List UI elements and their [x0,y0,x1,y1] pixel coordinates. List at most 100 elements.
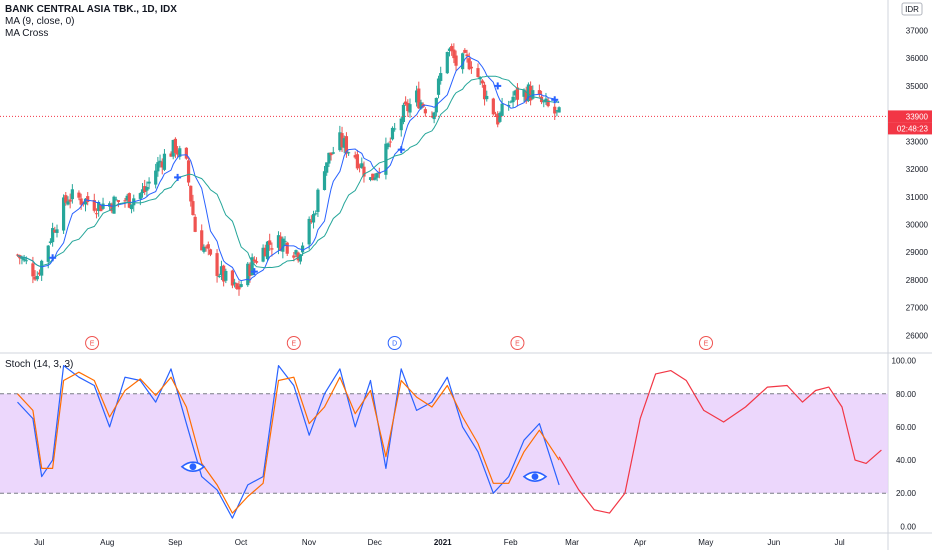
candle-body [112,196,116,214]
ma-indicator-label[interactable]: MA (9, close, 0) [5,16,75,27]
candle-body [254,261,259,263]
candle-body [224,270,228,281]
candle-body [33,276,37,280]
candle-body [511,96,515,103]
eye-icon-pupil [531,473,539,481]
stoch-tick-label: 80.00 [896,390,917,399]
candle-body [393,128,397,130]
candle-body [101,203,105,209]
candle-body [414,90,419,103]
symbol-title[interactable]: BANK CENTRAL ASIA TBK., 1D, IDX [5,4,177,15]
candle-body [526,84,531,101]
candle-body [138,193,142,199]
candle-body [246,263,250,286]
candle-body [99,205,103,212]
candle-body [406,103,410,112]
time-axis-label: 2021 [434,538,452,547]
price-tick-label: 35000 [906,82,929,91]
candle-body [485,95,489,100]
event-marker [387,336,402,350]
candle-body [450,46,454,52]
time-axis-label: Mar [565,538,579,547]
candle-body [311,213,316,223]
price-tick-label: 31000 [906,193,929,202]
event-marker-label: E [90,341,95,348]
candle-body [300,245,305,253]
candle-body [189,185,193,202]
stoch-indicator-label[interactable]: Stoch (14, 3, 3) [5,359,74,370]
candle-body [191,201,195,215]
ma-cross-indicator-label[interactable]: MA Cross [5,28,49,39]
candle-body [147,181,151,184]
candle-body [143,186,147,193]
candle-body [373,177,377,180]
candle-body [265,241,270,260]
candle-body [542,101,546,103]
cross-icon [174,173,182,181]
candle-body [77,192,81,198]
candle-body [447,48,452,51]
last-price-tag-text: 33900 [906,112,929,121]
currency-badge-text: IDR [905,5,919,14]
candle-body [86,196,90,202]
candle-body [268,240,272,245]
eye-icon-pupil [189,463,197,471]
candle-body [193,216,197,232]
candle-body [445,52,449,74]
time-axis-label: May [698,538,713,547]
event-marker-label: E [704,341,709,348]
candle-body [114,199,118,201]
candle-body [325,162,329,173]
candle-body [22,258,26,261]
ma-slow-line [17,75,560,269]
candle-body [498,112,502,122]
candle-body [160,161,164,168]
candle-body [469,66,474,69]
candle-body [368,177,373,180]
candle-body [263,247,267,257]
time-axis-label: Jun [767,538,780,547]
candle-body [283,240,287,242]
candle-body [555,110,559,112]
candle-body [66,201,70,205]
candle-body [500,103,504,116]
countdown-tag [888,122,932,135]
event-marker [85,336,100,350]
candle-body [37,272,42,275]
candle-body [546,100,550,107]
candles-group [15,43,561,296]
price-tick-label: 27000 [906,304,929,313]
candle-body [261,247,265,262]
candle-body [15,254,20,256]
candle-body [386,143,390,148]
candle-body [129,204,134,210]
stoch-tick-label: 20.00 [896,489,917,498]
eye-icon [522,471,548,482]
candle-body [430,116,434,118]
candle-body [544,98,548,103]
candle-body [140,189,145,194]
candle-body [219,266,224,276]
stoch-projection-line [558,370,882,514]
candle-body [217,275,221,277]
candle-body [476,68,480,77]
candle-body [20,257,24,259]
stoch-d-line [17,371,560,514]
candle-body [314,213,318,215]
candle-body [316,189,320,212]
candle-body [491,98,495,115]
event-marker [699,336,714,350]
event-marker [510,336,525,350]
candle-body [463,49,467,53]
candle-body [331,152,335,154]
candle-body [480,80,484,84]
candle-body [123,200,127,202]
candle-body [48,241,53,243]
candle-body [355,154,359,169]
candle-body [557,107,561,113]
candle-body [200,230,204,251]
candle-body [362,166,366,177]
candle-body [31,263,35,277]
candle-body [110,204,114,212]
